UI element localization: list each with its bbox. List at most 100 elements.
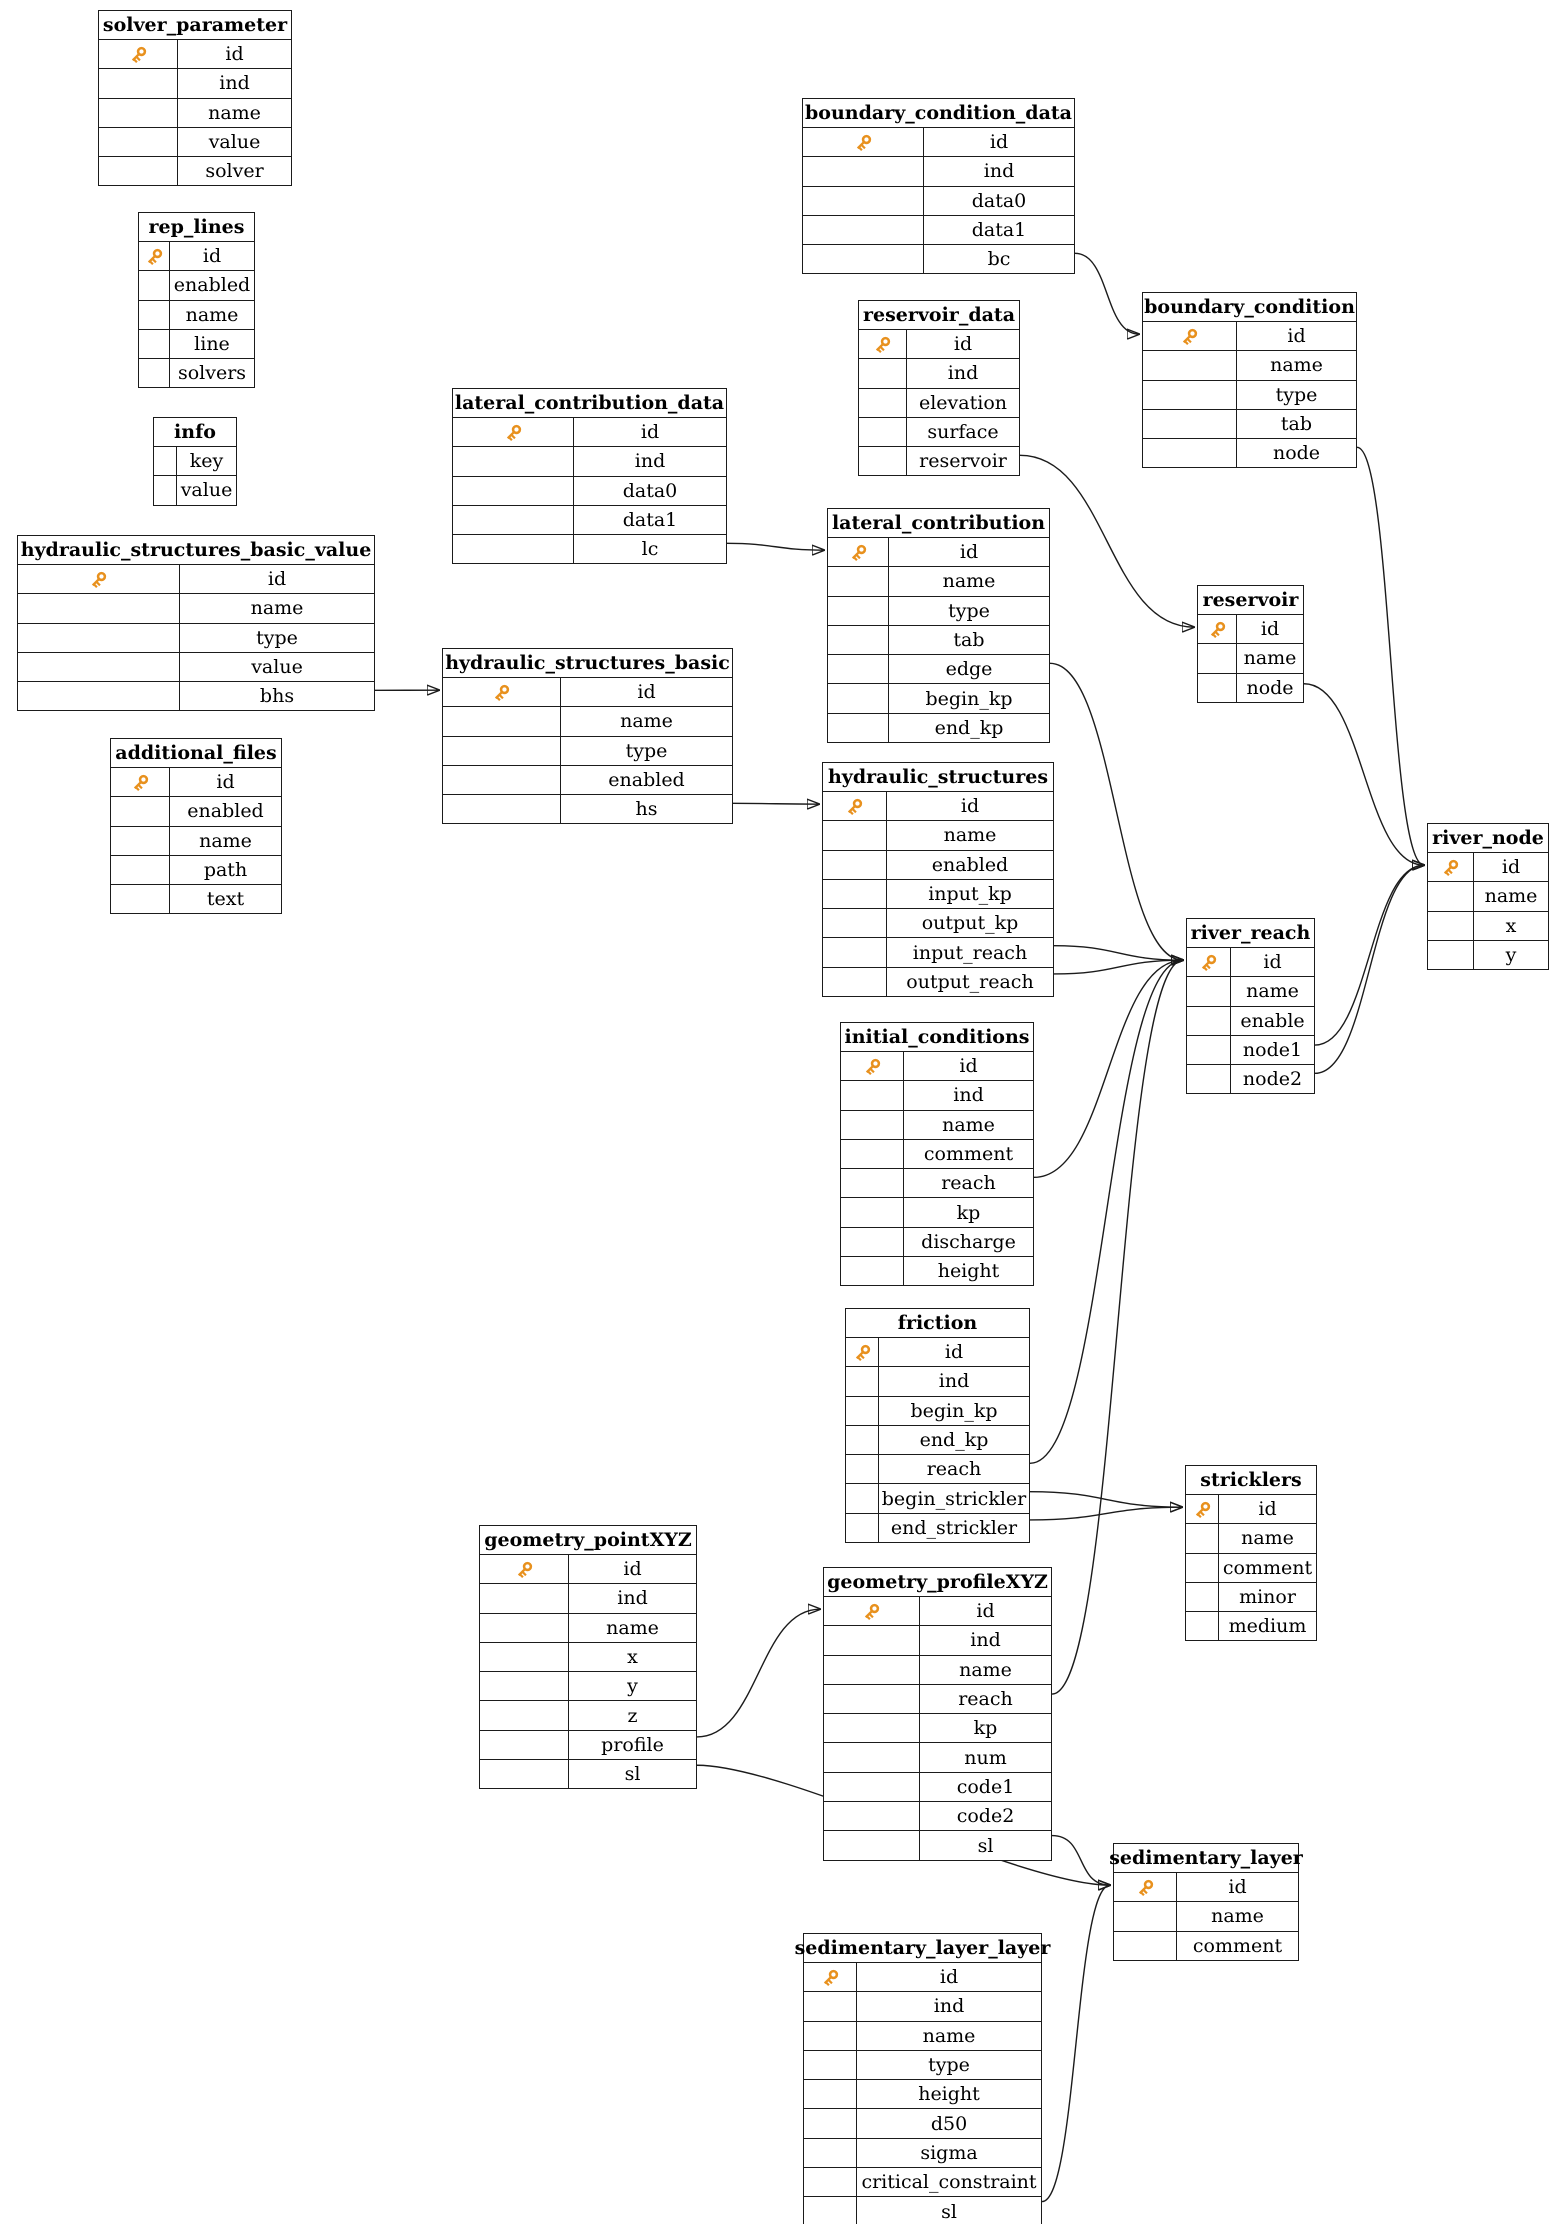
field-row-sedimentary_layer_layer-id: id <box>804 1962 1041 1992</box>
fk-edge-initial_conditions.reach-to-river_reach <box>1033 960 1183 1179</box>
empty-key-cell <box>480 1672 569 1701</box>
field-row-rep_lines-name: name <box>139 299 254 329</box>
field-row-solver_parameter-ind: ind <box>99 68 291 98</box>
empty-key-cell <box>859 359 907 388</box>
field-row-geometry_pointXYZ-y: y <box>480 1671 696 1701</box>
field-name: input_kp <box>928 883 1012 906</box>
field-row-hydraulic_structures_basic-type: type <box>443 735 732 765</box>
primary-key-cell <box>139 242 170 271</box>
table-hydraulic_structures_basic: hydraulic_structures_basic id name type enab… <box>442 648 733 825</box>
field-row-reservoir_data-reservoir: reservoir <box>859 446 1019 476</box>
field-name: ind <box>938 1370 970 1393</box>
field-row-boundary_condition-type: type <box>1143 379 1356 409</box>
field-row-initial_conditions-id: id <box>841 1051 1033 1081</box>
primary-key-icon <box>1138 1879 1153 1896</box>
field-row-additional_files-name: name <box>111 825 281 855</box>
field-name: node <box>1272 442 1321 465</box>
field-row-reservoir_data-elevation: elevation <box>859 387 1019 417</box>
field-row-hydraulic_structures_basic-name: name <box>443 706 732 736</box>
table-title: lateral_contribution <box>831 512 1046 534</box>
field-name: id <box>1228 1876 1247 1899</box>
field-name: solver <box>205 160 264 183</box>
empty-key-cell <box>1198 673 1237 702</box>
field-name: tab <box>953 629 985 652</box>
empty-key-cell <box>480 1642 569 1672</box>
field-name: ind <box>970 1629 1001 1652</box>
field-row-geometry_profileXYZ-name: name <box>824 1654 1051 1684</box>
empty-key-cell <box>823 938 887 967</box>
field-name: ind <box>933 1995 965 2018</box>
field-name: name <box>942 570 996 593</box>
field-name: id <box>216 771 235 794</box>
primary-key-icon <box>864 1603 880 1620</box>
field-name: ind <box>617 1587 648 1610</box>
empty-key-cell <box>139 329 170 359</box>
field-name: num <box>964 1746 1007 1769</box>
field-row-geometry_profileXYZ-code2: code2 <box>824 1801 1051 1831</box>
primary-key-cell <box>99 40 178 69</box>
field-row-rep_lines-line: line <box>139 328 254 359</box>
field-row-additional_files-id: id <box>111 767 281 797</box>
field-row-stricklers-id: id <box>1186 1494 1316 1524</box>
empty-key-cell <box>18 652 180 682</box>
field-name: kp <box>973 1717 998 1740</box>
table-lateral_contribution_data: lateral_contribution_data id ind data0 data1… <box>452 388 727 565</box>
field-name: id <box>960 795 980 818</box>
empty-key-cell <box>828 567 889 596</box>
field-row-geometry_profileXYZ-kp: kp <box>824 1713 1051 1743</box>
field-name: begin_kp <box>910 1399 998 1422</box>
field-name: enable <box>1240 1009 1305 1032</box>
field-row-geometry_pointXYZ-name: name <box>480 1612 696 1642</box>
empty-key-cell <box>846 1396 879 1425</box>
primary-key-icon <box>1201 954 1217 971</box>
table-title: hydraulic_structures_basic_value <box>20 539 372 561</box>
empty-key-cell <box>824 1772 920 1802</box>
field-name: data1 <box>622 509 678 532</box>
table-boundary_condition_data: boundary_condition_data id ind data0 data1 bc <box>802 98 1075 275</box>
table-title: sedimentary_layer_layer <box>794 1937 1051 1959</box>
field-name: id <box>959 541 979 564</box>
field-name: bc <box>987 248 1011 271</box>
empty-key-cell <box>846 1367 879 1396</box>
table-lateral_contribution: lateral_contribution id name type tab edge beg… <box>827 508 1050 744</box>
field-row-river_reach-node1: node1 <box>1187 1034 1314 1065</box>
fk-edge-reservoir_data.reservoir-to-reservoir <box>1019 454 1194 627</box>
field-name: value <box>208 131 261 154</box>
field-row-initial_conditions-comment: comment <box>841 1138 1033 1169</box>
field-row-additional_files-text: text <box>111 884 281 914</box>
field-name: d50 <box>930 2112 968 2135</box>
empty-key-cell <box>154 447 177 476</box>
field-name: enabled <box>931 853 1009 876</box>
primary-key-icon <box>517 1561 532 1578</box>
primary-key-cell <box>846 1338 879 1367</box>
empty-key-cell <box>1187 977 1231 1006</box>
empty-key-cell <box>480 1701 569 1730</box>
field-name: x <box>627 1646 638 1669</box>
table-title: additional_files <box>115 742 277 764</box>
empty-key-cell <box>18 623 180 652</box>
primary-key-cell <box>1186 1495 1219 1524</box>
field-name: name <box>208 101 261 124</box>
field-name: id <box>1287 325 1306 348</box>
field-name: sigma <box>920 2141 978 2164</box>
field-name: comment <box>1192 1934 1283 1957</box>
field-row-boundary_condition_data-ind: ind <box>803 156 1074 186</box>
empty-key-cell <box>139 359 170 388</box>
field-row-geometry_pointXYZ-profile: profile <box>480 1729 696 1760</box>
empty-key-cell <box>480 1613 569 1642</box>
empty-key-cell <box>841 1139 904 1169</box>
empty-key-cell <box>111 855 170 885</box>
field-row-hydraulic_structures_basic-hs: hs <box>443 794 732 824</box>
field-row-geometry_profileXYZ-id: id <box>824 1596 1051 1626</box>
field-row-boundary_condition-id: id <box>1143 321 1356 351</box>
field-name: comment <box>923 1143 1014 1166</box>
empty-key-cell <box>841 1169 904 1198</box>
field-row-geometry_profileXYZ-ind: ind <box>824 1625 1051 1655</box>
fk-edge-hydraulic_structures.output_reach-to-river_reach <box>1053 960 1183 975</box>
table-title: sedimentary_layer <box>1109 1847 1303 1869</box>
empty-key-cell <box>1186 1553 1219 1582</box>
empty-key-cell <box>453 476 574 505</box>
empty-key-cell <box>824 1714 920 1743</box>
field-row-initial_conditions-name: name <box>841 1109 1033 1139</box>
